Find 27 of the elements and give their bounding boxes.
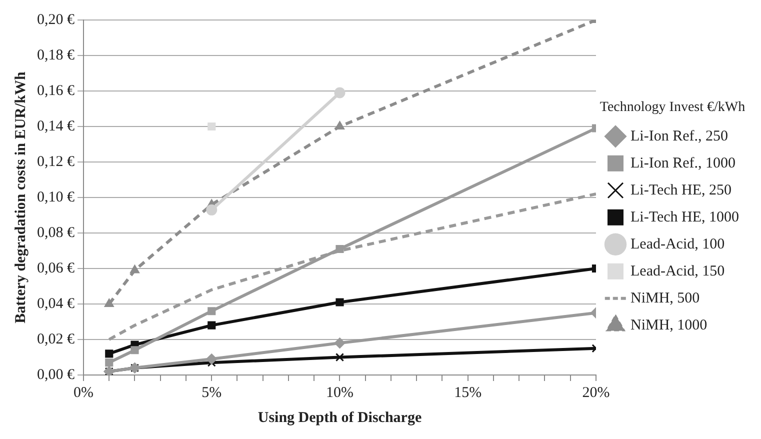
y-tick-label: 0,02 € xyxy=(37,331,75,348)
y-tick-label: 0,10 € xyxy=(37,189,75,206)
legend-label: Li-Ion Ref., 1000 xyxy=(630,155,736,172)
y-tick-label: 0,16 € xyxy=(37,82,75,99)
legend-label: Li-Tech HE, 1000 xyxy=(630,209,740,226)
legend-label: NiMH, 500 xyxy=(630,290,700,306)
y-tick-label: 0,18 € xyxy=(37,47,75,64)
legend-title: Technology Invest €/kWh xyxy=(600,100,746,115)
legend-label: NiMH, 1000 xyxy=(630,317,708,334)
y-tick-label: 0,12 € xyxy=(37,154,75,170)
y-tick-label: 0,14 € xyxy=(37,118,75,134)
x-tick-label: 10% xyxy=(326,384,354,401)
y-tick-label: 0,06 € xyxy=(37,260,75,276)
legend-label: Li-Tech HE, 250 xyxy=(630,182,732,198)
legend-label: Li-Ion Ref., 250 xyxy=(630,128,728,144)
y-tick-label: 0,00 € xyxy=(37,366,75,383)
y-axis-title: Battery degradation costs in EUR/kWh xyxy=(12,71,29,324)
x-tick-label: 5% xyxy=(202,384,222,401)
x-tick-label: 15% xyxy=(454,384,482,401)
x-axis-title: Using Depth of Discharge xyxy=(258,410,422,426)
y-tick-label: 0,20 € xyxy=(37,12,75,28)
y-tick-label: 0,04 € xyxy=(37,296,75,312)
legend-label: Lead-Acid, 100 xyxy=(630,236,725,252)
legend-label: Lead-Acid, 150 xyxy=(630,263,725,280)
y-tick-label: 0,08 € xyxy=(37,224,75,241)
x-tick-label: 0% xyxy=(74,384,94,401)
x-tick-label: 20% xyxy=(582,384,610,401)
